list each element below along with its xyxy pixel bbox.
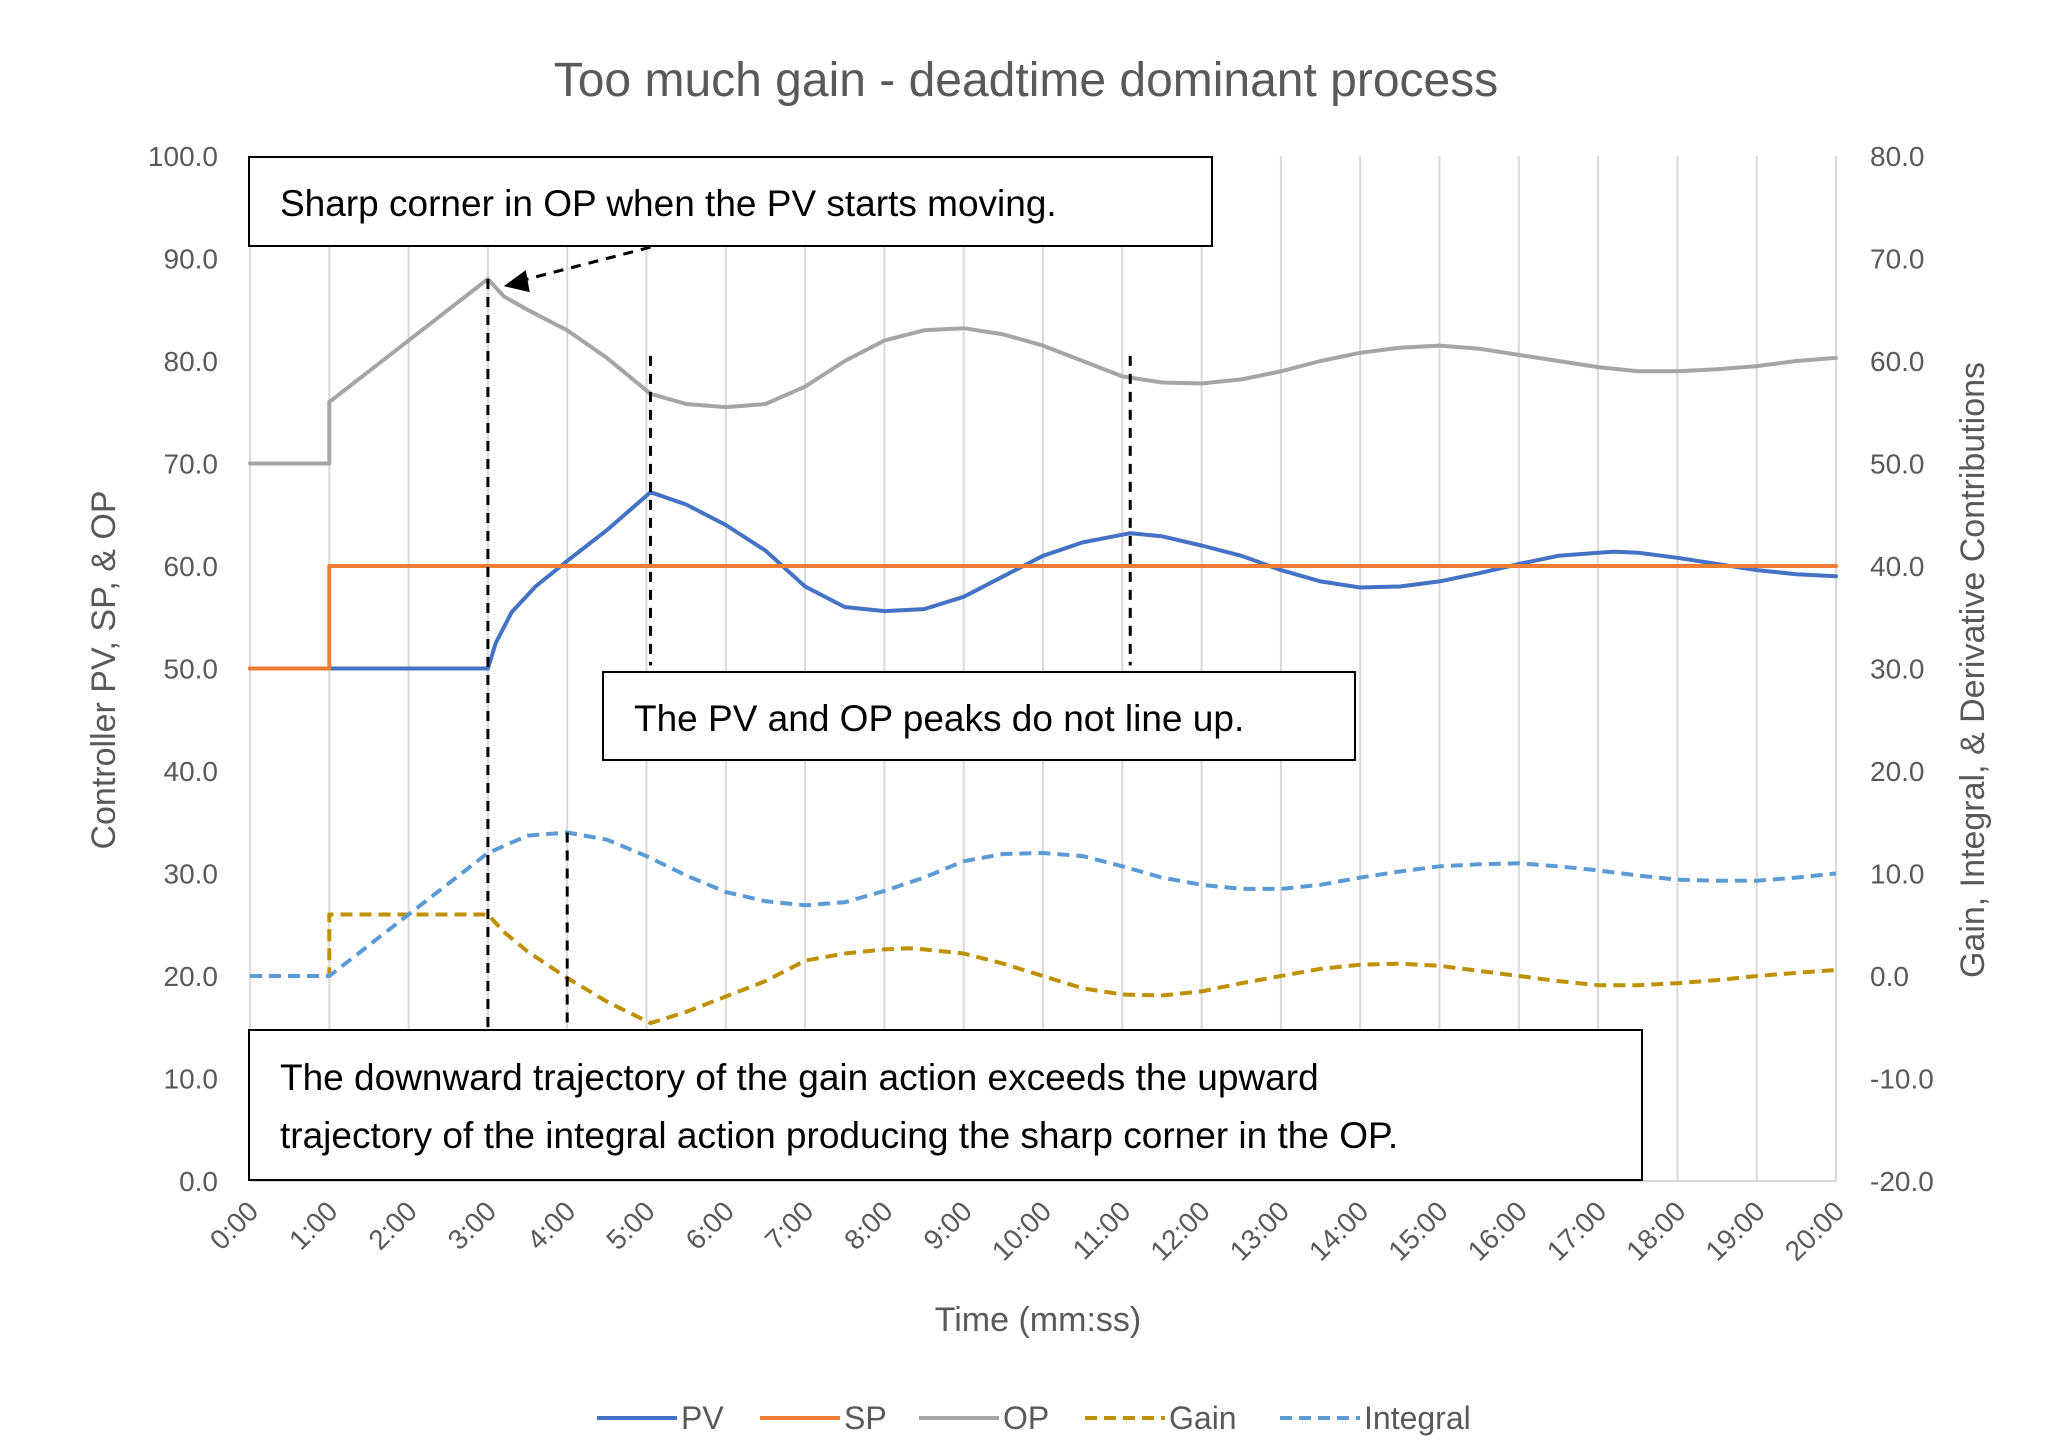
y-left-axis: 0.0 10.0 20.0 30.0 40.0 50.0 60.0 70.0 80.0 90.0 1… bbox=[148, 141, 218, 1197]
y-left-tick-label: 40.0 bbox=[164, 756, 219, 787]
legend-label-sp: SP bbox=[844, 1400, 887, 1436]
y-left-tick-label: 60.0 bbox=[164, 551, 219, 582]
legend-label-op: OP bbox=[1003, 1400, 1049, 1436]
annotation-text-peaks: The PV and OP peaks do not line up. bbox=[634, 698, 1244, 739]
y-right-tick-label: 70.0 bbox=[1870, 244, 1925, 275]
y-right-tick-label: 80.0 bbox=[1870, 141, 1925, 172]
y-left-tick-label: 70.0 bbox=[164, 449, 219, 480]
legend: PV SP OP Gain Integral bbox=[597, 1400, 1471, 1436]
annotation-lines bbox=[486, 245, 1132, 1033]
y-left-tick-label: 10.0 bbox=[164, 1064, 219, 1095]
y-right-tick-label: 20.0 bbox=[1870, 756, 1925, 787]
series-op-line bbox=[248, 277, 1838, 466]
y-left-tick-label: 80.0 bbox=[164, 346, 219, 377]
y-right-axis: -20.0 -10.0 0.0 10.0 20.0 30.0 40.0 50.0 60.0 70.… bbox=[1870, 141, 1934, 1197]
annotation-box-op-corner bbox=[248, 156, 1213, 247]
annotation-arrowhead bbox=[503, 270, 530, 293]
y-left-axis-title: Controller PV, SP, & OP bbox=[85, 490, 123, 849]
y-right-tick-label: 50.0 bbox=[1870, 449, 1925, 480]
y-left-tick-label: 30.0 bbox=[164, 859, 219, 890]
series-gain-line bbox=[250, 912, 1837, 1026]
series-integral-line bbox=[250, 830, 1837, 978]
y-right-tick-label: 30.0 bbox=[1870, 654, 1925, 685]
y-left-tick-label: 0.0 bbox=[179, 1166, 218, 1197]
y-left-tick-label: 90.0 bbox=[164, 244, 219, 275]
y-right-tick-label: 60.0 bbox=[1870, 346, 1925, 377]
annotation-arrow-line bbox=[515, 245, 651, 284]
grid-lines bbox=[249, 156, 1837, 1181]
x-axis-title: Time (mm:ss) bbox=[935, 1301, 1141, 1339]
y-left-tick-label: 20.0 bbox=[164, 961, 219, 992]
annotation-text-gain-integral-line1: The downward trajectory of the gain acti… bbox=[280, 1057, 1319, 1098]
y-right-tick-label: 10.0 bbox=[1870, 859, 1925, 890]
series-layer bbox=[248, 277, 1838, 1026]
y-right-tick-label: 40.0 bbox=[1870, 551, 1925, 582]
series-pv-line bbox=[248, 490, 1838, 671]
y-right-axis-title: Gain, Integral, & Derivative Contributio… bbox=[1954, 362, 1992, 978]
y-right-tick-label: -10.0 bbox=[1870, 1064, 1934, 1095]
chart-title: Too much gain - deadtime dominant proces… bbox=[554, 54, 1499, 107]
y-right-tick-label: 0.0 bbox=[1870, 961, 1909, 992]
y-left-tick-label: 50.0 bbox=[164, 654, 219, 685]
annotation-box-gain-integral bbox=[248, 1029, 1643, 1181]
y-right-tick-label: -20.0 bbox=[1870, 1166, 1934, 1197]
annotation-text-op-corner: Sharp corner in OP when the PV starts mo… bbox=[280, 183, 1057, 224]
legend-label-gain: Gain bbox=[1169, 1400, 1237, 1436]
legend-label-pv: PV bbox=[681, 1400, 724, 1436]
legend-label-integral: Integral bbox=[1364, 1400, 1471, 1436]
annotations: Sharp corner in OP when the PV starts mo… bbox=[248, 156, 1643, 1181]
annotation-box-peaks bbox=[602, 671, 1356, 761]
y-left-tick-label: 100.0 bbox=[148, 141, 218, 172]
series-sp-line bbox=[248, 564, 1838, 671]
annotation-text-gain-integral-line2: trajectory of the integral action produc… bbox=[280, 1115, 1398, 1156]
